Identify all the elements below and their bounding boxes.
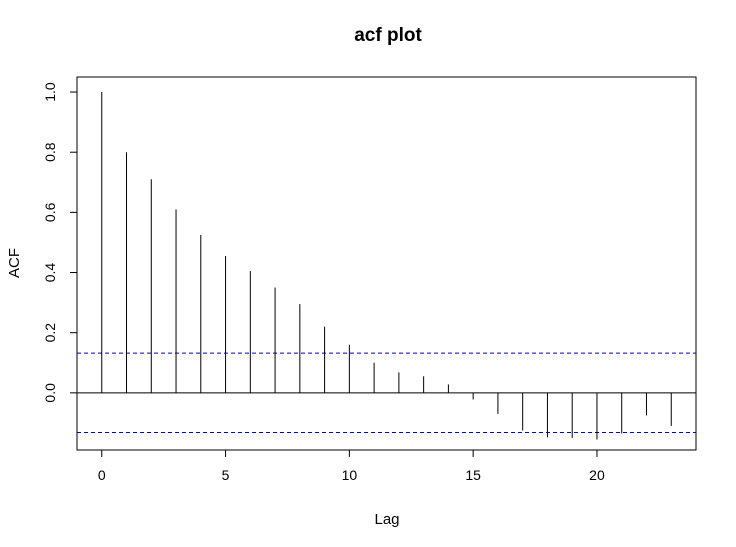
y-tick-label: 0.4 bbox=[42, 263, 58, 283]
x-axis-label: Lag bbox=[374, 511, 399, 528]
x-tick-label: 20 bbox=[589, 467, 605, 483]
acf-spikes bbox=[101, 92, 672, 440]
x-tick-label: 0 bbox=[98, 467, 106, 483]
y-tick-label: 1.0 bbox=[42, 82, 58, 102]
y-tick-label: 0.6 bbox=[42, 202, 58, 222]
y-tick-label: 0.0 bbox=[42, 383, 58, 403]
chart-title: acf plot bbox=[354, 25, 422, 46]
y-axis-label: ACF bbox=[6, 248, 23, 278]
y-tick-label: 0.2 bbox=[42, 323, 58, 343]
x-axis: 0 5 10 15 20 bbox=[98, 449, 605, 483]
x-tick-label: 15 bbox=[465, 467, 481, 483]
confidence-bounds bbox=[77, 352, 696, 434]
plot-frame bbox=[76, 76, 697, 451]
y-axis: 0.0 0.2 0.4 0.6 0.8 1.0 bbox=[42, 82, 78, 403]
y-tick-label: 0.8 bbox=[42, 142, 58, 162]
x-tick-label: 10 bbox=[342, 467, 358, 483]
x-tick-label: 5 bbox=[222, 467, 230, 483]
